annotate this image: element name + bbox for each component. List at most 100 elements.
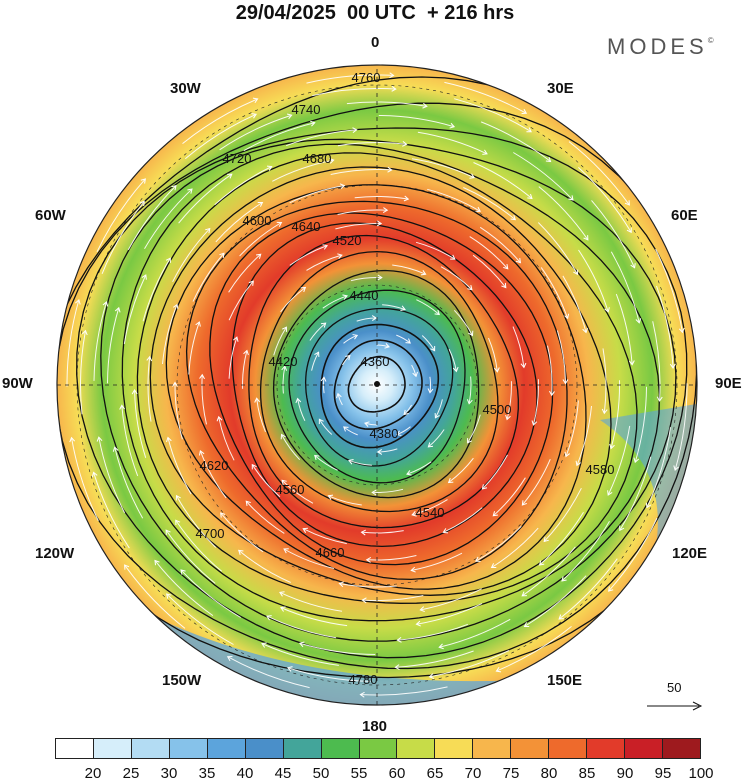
- wind-streamline: [615, 293, 633, 364]
- wind-streamline: [443, 507, 483, 533]
- wind-arrowhead: [338, 581, 344, 588]
- wind-streamline: [652, 321, 661, 400]
- wind-arrowhead: [526, 127, 532, 133]
- latitude-circle: [76, 84, 678, 686]
- wind-arrowhead: [339, 183, 346, 190]
- wind-streamline: [107, 308, 119, 384]
- wind-arrowhead: [515, 257, 522, 264]
- wind-arrowhead: [227, 173, 233, 179]
- wind-arrowhead: [467, 438, 473, 444]
- contour-label-text: 4760: [352, 70, 381, 85]
- wind-arrowhead: [257, 201, 264, 207]
- wind-streamline: [674, 383, 688, 470]
- wind-arrowhead: [245, 500, 251, 506]
- wind-streamline: [303, 528, 347, 545]
- wind-arrowhead: [521, 108, 528, 115]
- colorbar-tick-label: 40: [236, 765, 254, 782]
- wind-streamline: [407, 461, 432, 475]
- contour-label: 4500: [483, 402, 512, 417]
- wind-arrowhead: [527, 193, 533, 200]
- wind-arrowhead: [389, 72, 395, 79]
- height-contour: [165, 184, 587, 590]
- wind-arrowhead: [171, 185, 177, 191]
- wind-arrowhead: [175, 494, 181, 501]
- wind-streamline: [228, 656, 310, 689]
- wind-streamline: [142, 258, 171, 322]
- wind-arrowhead: [583, 235, 589, 241]
- wind-streamline: [467, 414, 481, 443]
- wind-arrowhead: [352, 127, 358, 134]
- wind-streamline: [608, 425, 631, 495]
- wind-streamline: [284, 549, 335, 569]
- height-contour: [259, 250, 499, 513]
- wind-streamline: [412, 552, 463, 571]
- wind-arrowhead: [199, 373, 205, 380]
- wind-arrowhead: [377, 274, 383, 281]
- colorbar-tick-label: 30: [160, 765, 178, 782]
- wind-streamline: [219, 115, 291, 151]
- wind-arrowhead: [248, 280, 254, 286]
- wind-streamline: [155, 560, 214, 617]
- contour-label: 4760: [352, 70, 381, 85]
- contour-label: 4600: [243, 213, 272, 228]
- wind-streamline: [497, 626, 572, 672]
- wind-streamline: [417, 131, 487, 154]
- wind-streamline: [98, 438, 126, 514]
- wind-arrowhead: [427, 442, 434, 448]
- colorbar-tick-label: 55: [350, 765, 368, 782]
- colorbar-cell: [131, 739, 170, 758]
- wind-streamline: [463, 187, 515, 220]
- contour-label: 4660: [316, 545, 345, 560]
- contour-label: 4540: [416, 505, 445, 520]
- colorbar-cell: [625, 739, 663, 758]
- wind-arrowhead: [467, 284, 473, 291]
- wind-arrowhead: [420, 270, 427, 276]
- polar-map: 4760 4740 4720 4680 4640 4600 4520 4440 4360 4780…: [56, 64, 698, 706]
- wind-arrowhead: [669, 363, 676, 369]
- wind-arrowhead: [112, 446, 119, 452]
- wind-streamline: [319, 419, 333, 435]
- contour-label: 4680: [303, 151, 332, 166]
- wind-arrowhead: [482, 149, 488, 155]
- wind-arrowhead: [575, 460, 582, 467]
- wind-streamline: [411, 364, 417, 376]
- wind-streamline: [93, 302, 107, 381]
- latitude-circle: [276, 284, 478, 486]
- wind-streamline: [513, 152, 573, 200]
- contour-label: 4640: [292, 219, 321, 234]
- height-contour: [209, 212, 554, 566]
- wind-arrowhead: [281, 479, 287, 486]
- wind-streamline: [635, 386, 647, 462]
- wind-arrowhead: [564, 451, 570, 458]
- wind-arrowhead: [601, 408, 608, 415]
- wind-arrowhead: [384, 343, 390, 349]
- wind-streamline: [192, 253, 224, 302]
- wind-streamline: [172, 228, 210, 283]
- wind-streamline: [480, 121, 551, 162]
- wind-streamline: [93, 473, 130, 549]
- wind-streamline: [435, 399, 443, 418]
- wind-arrowhead: [604, 307, 610, 313]
- wind-arrowhead: [360, 529, 366, 536]
- wind-streamline: [167, 594, 234, 645]
- colorbar-tick-label: 65: [426, 765, 444, 782]
- wind-arrowhead: [410, 566, 416, 573]
- wind-arrowhead: [543, 536, 549, 543]
- colorbar-tick-label: 90: [616, 765, 634, 782]
- wind-streamline: [340, 583, 397, 588]
- wind-arrowhead: [400, 305, 406, 312]
- wind-streamline: [337, 142, 406, 147]
- wind-streamline: [362, 530, 404, 534]
- wind-streamline: [281, 607, 348, 627]
- wind-streamline: [472, 254, 506, 288]
- wind-streamline: [315, 455, 338, 471]
- wind-streamline: [540, 267, 568, 318]
- wind-streamline: [544, 487, 582, 542]
- wind-streamline: [610, 380, 621, 448]
- wind-arrowhead: [364, 421, 370, 427]
- wind-arrowhead: [342, 294, 348, 300]
- wind-streamline: [378, 448, 398, 453]
- wind-streamline: [309, 323, 326, 341]
- wind-streamline: [322, 378, 325, 394]
- colorbar-tick-label: 70: [464, 765, 482, 782]
